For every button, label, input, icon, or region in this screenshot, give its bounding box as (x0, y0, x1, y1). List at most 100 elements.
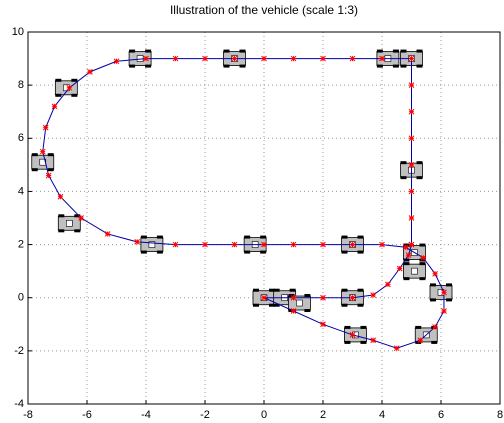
star-marker (114, 59, 119, 64)
vehicle-wheel (430, 298, 436, 301)
vehicle-wheel (401, 161, 407, 164)
vehicle-wheel (403, 277, 409, 280)
star-marker (232, 56, 237, 61)
vehicle-wheel (360, 341, 366, 344)
vehicle-wheel (32, 168, 38, 171)
vehicle-wheel (393, 65, 399, 68)
star-marker (350, 295, 355, 300)
vehicle-wheel (240, 65, 246, 68)
star-marker (394, 346, 399, 351)
vehicle-wheel (244, 251, 250, 254)
star-marker (321, 242, 326, 247)
star-marker (409, 216, 414, 221)
star-marker (46, 173, 51, 178)
star-marker (291, 295, 296, 300)
star-marker (291, 309, 296, 314)
star-marker (409, 56, 414, 61)
vehicle-wheel (417, 65, 423, 68)
vehicle-wheel (129, 65, 135, 68)
vehicle-cabin (296, 300, 302, 306)
vehicle-wheel (417, 50, 423, 53)
star-marker (433, 271, 438, 276)
vehicle-wheel (145, 50, 151, 53)
vehicle-wheel (253, 304, 259, 307)
vehicle-wheel (58, 229, 64, 232)
vehicle-wheel (224, 50, 230, 53)
vehicle-wheel (48, 153, 54, 156)
x-tick-label: -4 (141, 409, 151, 421)
vehicle-wheel (141, 236, 147, 239)
star-marker (87, 69, 92, 74)
star-marker (441, 309, 446, 314)
vehicle-wheel (431, 341, 437, 344)
star-marker (421, 255, 426, 260)
vehicle-wheel (71, 79, 77, 82)
star-marker (321, 295, 326, 300)
vehicle-cabin (66, 220, 72, 226)
x-tick-label: -2 (200, 409, 210, 421)
vehicle-wheel (419, 277, 425, 280)
vehicle-wheel (32, 153, 38, 156)
star-marker (58, 194, 63, 199)
y-tick-label: 2 (18, 238, 24, 250)
x-tick-label: -6 (82, 409, 92, 421)
star-marker (43, 125, 48, 130)
y-tick-label: 10 (12, 26, 24, 38)
vehicle-wheel (224, 65, 230, 68)
vehicle-wheel (55, 79, 61, 82)
vehicle-wheel (48, 168, 54, 171)
star-marker (380, 56, 385, 61)
vehicle-wheel (358, 304, 364, 307)
vehicle-wheel (244, 236, 250, 239)
star-marker (67, 85, 72, 90)
vehicle-wheel (74, 229, 80, 232)
star-marker (409, 189, 414, 194)
star-marker (350, 56, 355, 61)
vehicle-wheel (403, 262, 409, 265)
vehicle-wheel (446, 298, 452, 301)
star-marker (418, 338, 423, 343)
vehicle-wheel (304, 309, 310, 312)
x-tick-label: 6 (438, 409, 444, 421)
vehicle-wheel (342, 236, 348, 239)
star-marker (371, 293, 376, 298)
star-marker (79, 216, 84, 221)
vehicle-wheel (290, 289, 296, 292)
vehicle-wheel (58, 214, 64, 217)
vehicle-wheel (71, 94, 77, 97)
vehicle-wheel (415, 326, 421, 329)
y-tick-label: -4 (14, 398, 24, 410)
y-tick-label: 6 (18, 132, 24, 144)
vehicle-wheel (358, 236, 364, 239)
vehicle-wheel (304, 294, 310, 297)
vehicle-wheel (342, 289, 348, 292)
vehicle-wheel (417, 161, 423, 164)
x-tick-label: 2 (320, 409, 326, 421)
chart-title: Illustration of the vehicle (scale 1:3) (170, 3, 358, 17)
star-marker (291, 56, 296, 61)
star-marker (105, 231, 110, 236)
vehicle-wheel (358, 289, 364, 292)
vehicle-wheel (157, 251, 163, 254)
vehicle-wheel (342, 304, 348, 307)
vehicle-wheel (393, 50, 399, 53)
star-marker (409, 242, 414, 247)
star-marker (350, 242, 355, 247)
star-marker (262, 56, 267, 61)
star-marker (203, 242, 208, 247)
vehicle-wheel (419, 262, 425, 265)
star-marker (406, 253, 411, 258)
vehicle-wheel (274, 289, 280, 292)
vehicle-wheel (401, 65, 407, 68)
star-marker (40, 149, 45, 154)
vehicle-wheel (417, 176, 423, 179)
star-marker (262, 295, 267, 300)
vehicle-wheel (342, 251, 348, 254)
star-marker (144, 56, 149, 61)
star-marker (409, 162, 414, 167)
star-marker (321, 56, 326, 61)
x-tick-label: -8 (23, 409, 33, 421)
vehicle-wheel (260, 251, 266, 254)
star-marker (409, 136, 414, 141)
y-tick-label: -2 (14, 345, 24, 357)
